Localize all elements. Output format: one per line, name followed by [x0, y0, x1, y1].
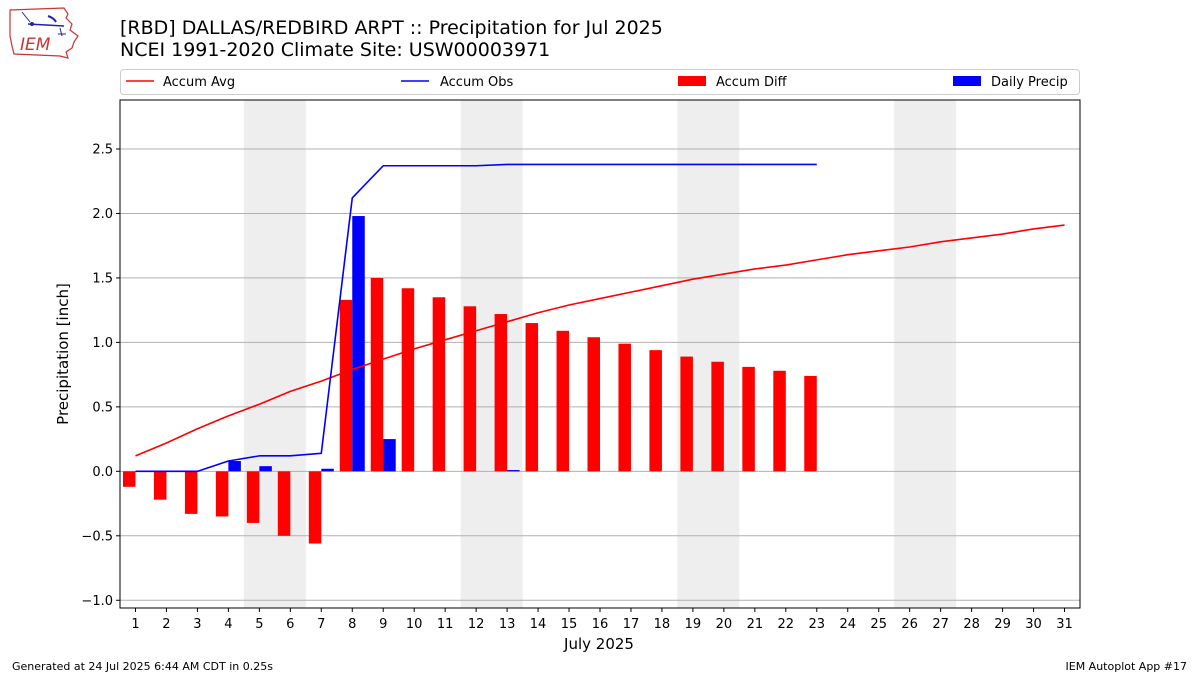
x-tick-label: 19 [685, 617, 702, 632]
x-tick-label: 9 [379, 617, 387, 632]
y-tick-label: 0.5 [92, 400, 113, 415]
legend-swatch-accum-diff [678, 76, 706, 86]
x-tick-label: 2 [162, 617, 170, 632]
bar-accum-diff [556, 330, 570, 472]
legend-label-accum-avg: Accum Avg [163, 75, 235, 90]
x-tick-label: 15 [561, 617, 578, 632]
x-tick-label: 8 [348, 617, 356, 632]
y-tick-label: −1.0 [81, 594, 113, 609]
bar-accum-diff [494, 314, 508, 472]
bar-accum-diff [649, 350, 662, 472]
bar-accum-diff [432, 297, 446, 472]
x-tick-label: 20 [716, 617, 733, 632]
footer-generated: Generated at 24 Jul 2025 6:44 AM CDT in … [12, 660, 273, 673]
x-tick-label: 29 [994, 617, 1011, 632]
legend: Accum Avg Accum Obs Accum Diff Daily Pre… [120, 69, 1080, 95]
bar-daily-precip [228, 461, 241, 472]
bar-daily-precip [259, 466, 272, 472]
bar-accum-diff [153, 471, 167, 500]
x-tick-label: 24 [839, 617, 856, 632]
bar-accum-diff [246, 471, 260, 523]
x-tick-label: 7 [317, 617, 325, 632]
x-tick-label: 16 [592, 617, 609, 632]
x-tick-label: 10 [406, 617, 423, 632]
y-tick-label: 2.0 [92, 207, 113, 222]
x-tick-label: 5 [255, 617, 263, 632]
x-tick-label: 26 [901, 617, 918, 632]
x-tick-label: 31 [1056, 617, 1073, 632]
weekend-shade [243, 100, 306, 608]
x-tick-label: 23 [809, 617, 826, 632]
chart-subtitle: NCEI 1991-2020 Climate Site: USW00003971 [120, 39, 551, 61]
legend-swatch-daily-precip [953, 76, 981, 86]
bar-accum-diff [277, 471, 291, 536]
x-tick-label: 12 [468, 617, 485, 632]
weekend-shade [894, 100, 957, 608]
bar-accum-diff [184, 471, 198, 514]
x-tick-label: 11 [437, 617, 454, 632]
x-axis-label: July 2025 [563, 635, 634, 653]
bar-accum-diff [370, 277, 384, 472]
line-accum-avg [135, 224, 1065, 457]
bar-accum-diff [742, 366, 755, 472]
bar-accum-diff [463, 306, 477, 472]
x-tick-label: 14 [530, 617, 547, 632]
legend-label-accum-obs: Accum Obs [440, 75, 513, 90]
bar-accum-diff [680, 356, 693, 472]
bar-accum-diff [215, 471, 229, 517]
bar-accum-diff [711, 361, 724, 472]
bar-accum-diff [401, 288, 415, 472]
y-tick-label: 1.5 [92, 271, 113, 286]
x-tick-label: 1 [131, 617, 139, 632]
bar-accum-diff [618, 343, 631, 472]
logo-text: IEM [20, 35, 51, 55]
footer-app-id: IEM Autoplot App #17 [1065, 660, 1188, 673]
x-tick-label: 6 [286, 617, 294, 632]
bar-accum-diff [122, 471, 136, 487]
y-axis-label: Precipitation [inch] [54, 283, 72, 425]
bar-daily-precip [383, 439, 396, 472]
y-tick-label: 0.0 [92, 465, 113, 480]
x-tick-label: 27 [932, 617, 949, 632]
x-tick-label: 30 [1025, 617, 1042, 632]
bar-accum-diff [339, 299, 353, 472]
bar-accum-diff [773, 370, 786, 472]
weekend-shade [677, 100, 740, 608]
bar-daily-precip [321, 468, 334, 472]
x-tick-label: 21 [747, 617, 764, 632]
x-tick-label: 13 [499, 617, 516, 632]
iem-logo: IEM [9, 7, 79, 59]
legend-label-daily-precip: Daily Precip [991, 75, 1068, 90]
x-tick-label: 28 [963, 617, 980, 632]
chart-title: [RBD] DALLAS/REDBIRD ARPT :: Precipitati… [120, 17, 663, 39]
bar-accum-diff [308, 471, 322, 544]
bar-accum-diff [525, 323, 539, 472]
y-tick-label: −0.5 [81, 529, 113, 544]
line-accum-obs [135, 163, 817, 473]
y-tick-label: 1.0 [92, 336, 113, 351]
y-tick-label: 2.5 [92, 142, 113, 157]
x-tick-label: 3 [193, 617, 201, 632]
x-tick-label: 18 [654, 617, 671, 632]
x-tick-label: 17 [623, 617, 640, 632]
x-tick-label: 25 [870, 617, 887, 632]
bar-accum-diff [587, 337, 600, 472]
bar-daily-precip [352, 216, 365, 472]
bar-accum-diff [804, 375, 817, 472]
x-tick-label: 4 [224, 617, 232, 632]
bar-daily-precip [507, 470, 520, 472]
x-tick-label: 22 [778, 617, 795, 632]
legend-label-accum-diff: Accum Diff [716, 75, 788, 90]
